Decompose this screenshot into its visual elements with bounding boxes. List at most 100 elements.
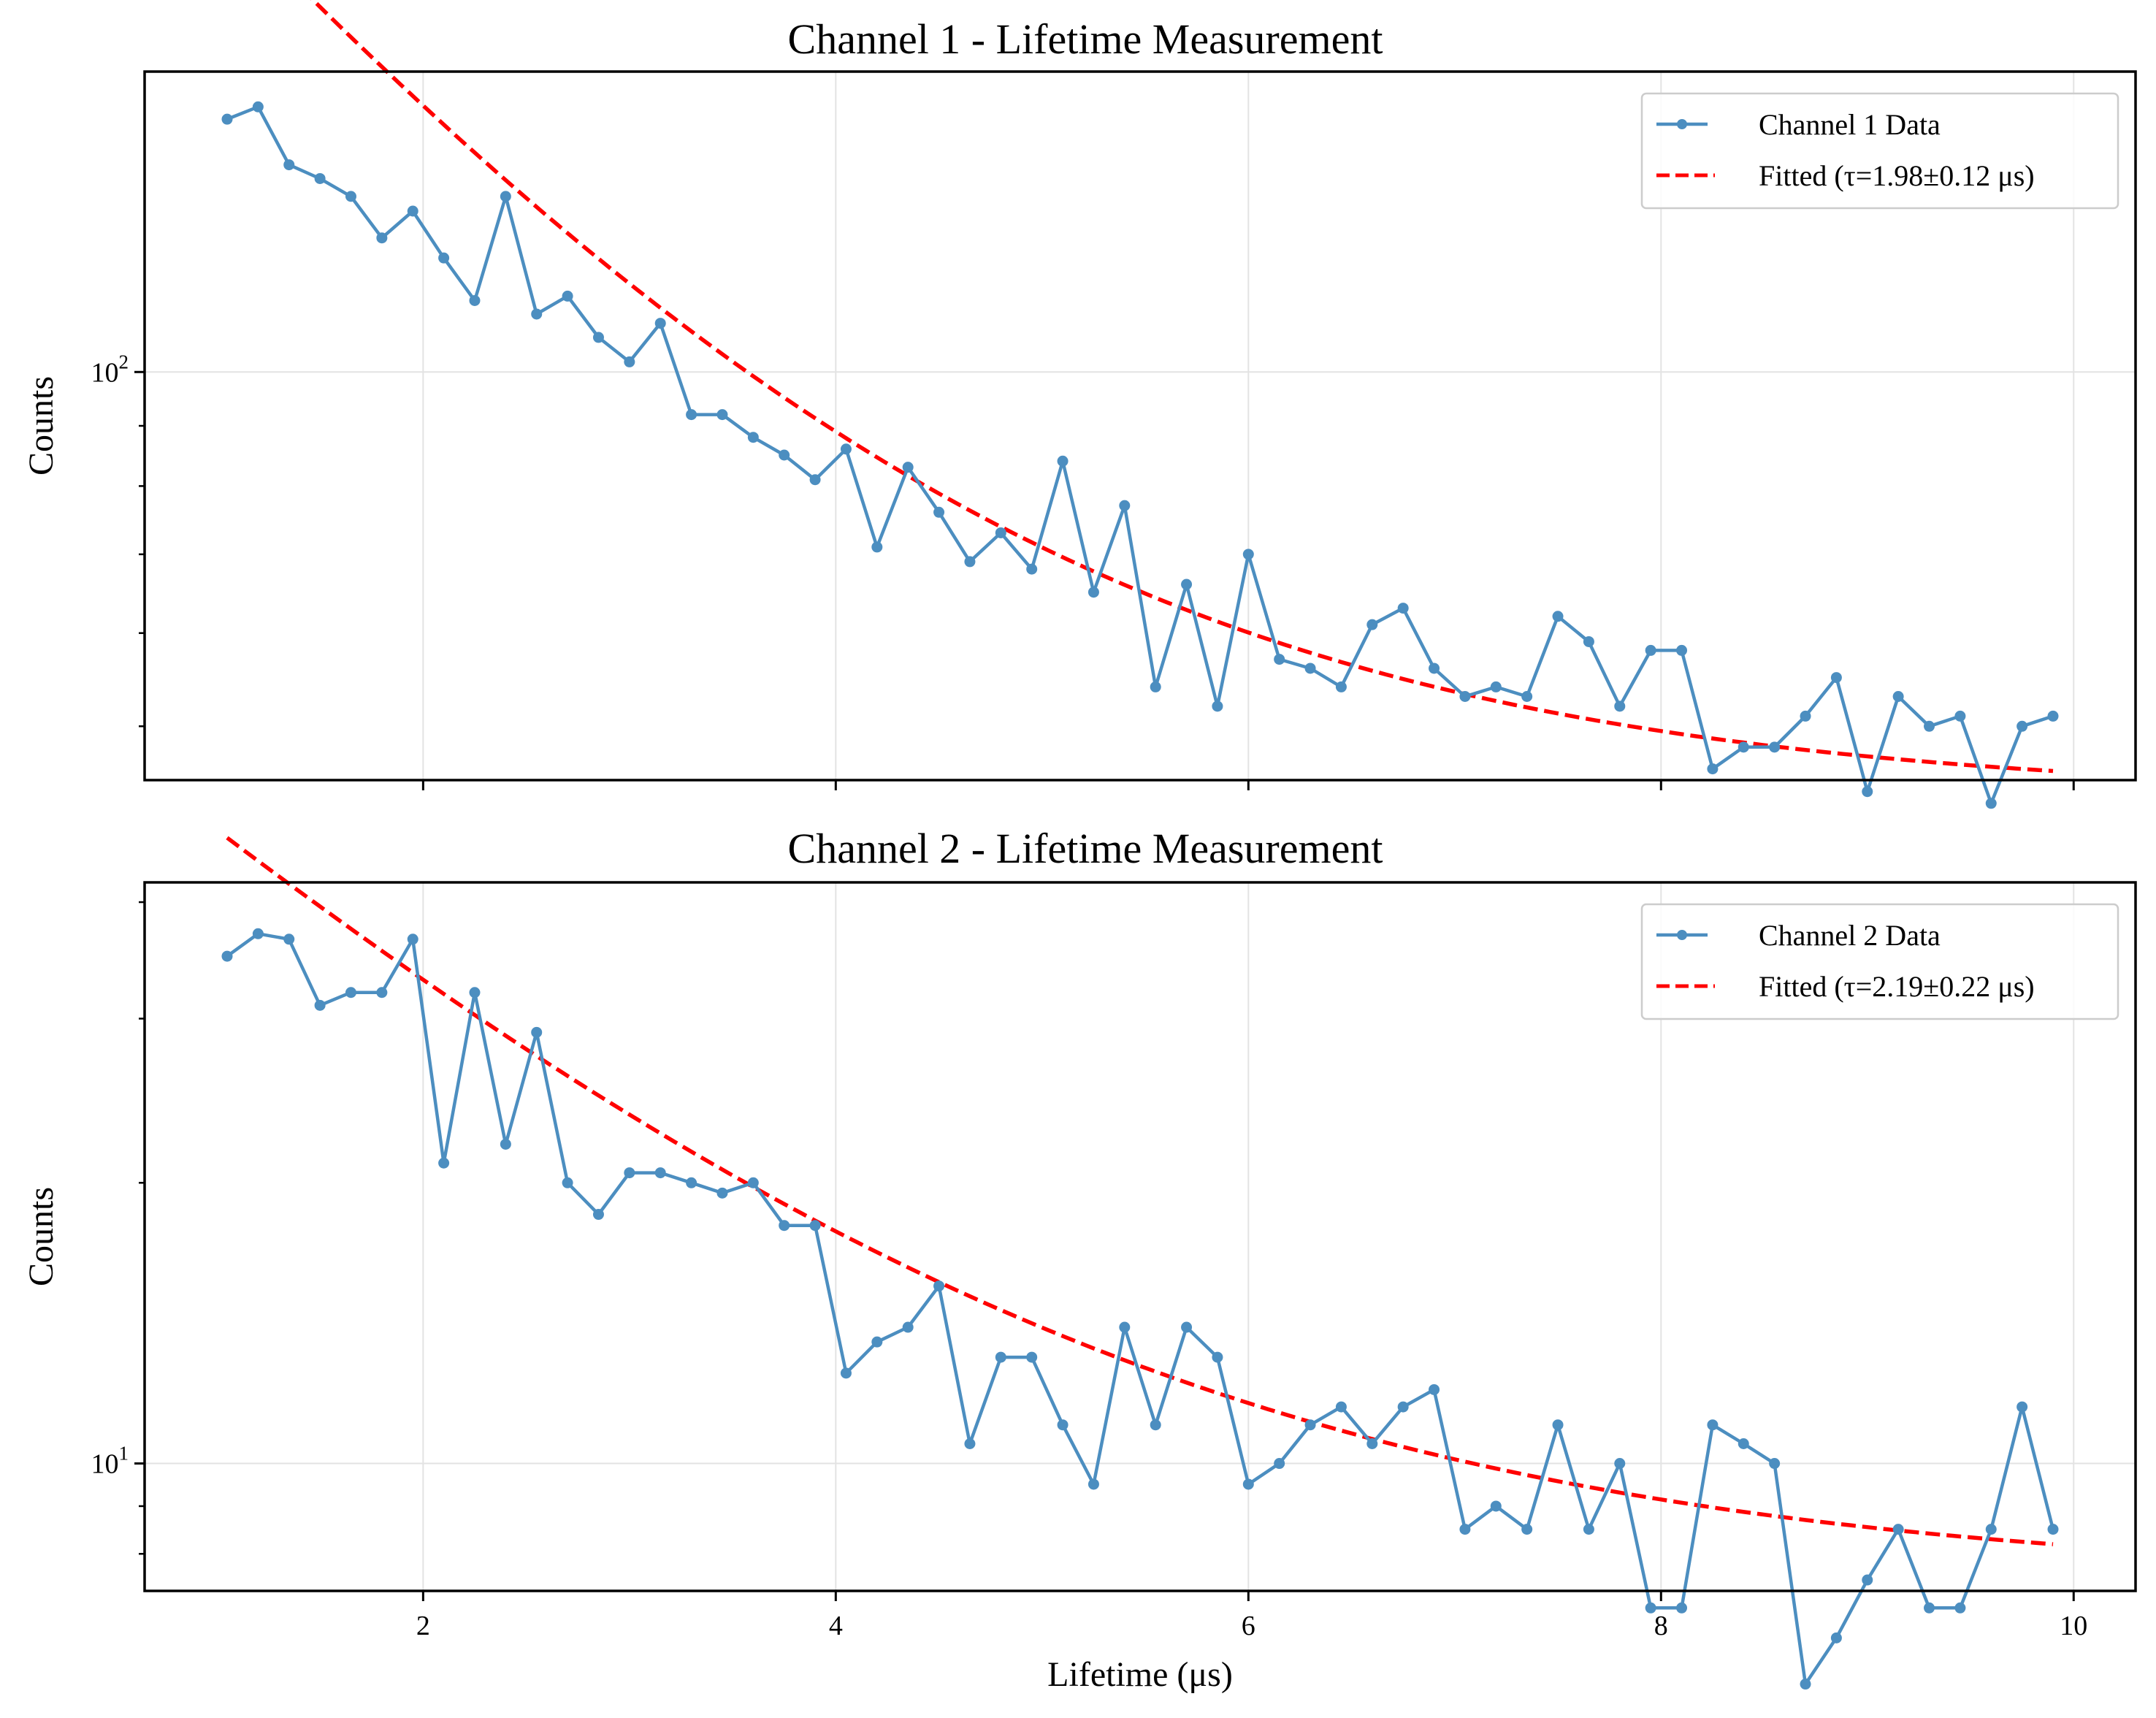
data-point — [624, 356, 635, 367]
data-point — [1738, 741, 1749, 753]
y-axis-label: Counts — [22, 376, 61, 476]
data-point — [438, 1157, 450, 1169]
data-point — [407, 205, 418, 217]
data-point — [2047, 710, 2059, 722]
data-point — [376, 232, 388, 244]
data-point — [933, 1280, 945, 1292]
data-point — [221, 113, 233, 125]
data-point — [1645, 1602, 1656, 1614]
data-point — [1583, 635, 1594, 647]
data-point — [716, 1187, 728, 1199]
data-point — [747, 432, 759, 443]
y-tick-label: 102 — [91, 351, 129, 388]
data-line — [226, 932, 2055, 1686]
data-point — [1057, 455, 1069, 467]
x-axis-label: Lifetime (μs) — [1047, 1655, 1233, 1694]
data-point — [531, 1026, 543, 1038]
grid — [145, 882, 2136, 1591]
data-point — [1738, 1438, 1749, 1449]
data-point — [902, 1321, 914, 1333]
data-point — [1954, 710, 1966, 722]
data-point — [995, 1351, 1006, 1363]
data-point — [1459, 691, 1471, 703]
data-point — [1150, 681, 1161, 692]
plot-frame — [143, 881, 2137, 1592]
data-point — [283, 159, 295, 171]
data-point — [1335, 1401, 1347, 1413]
channel-1-panel: Channel 1 - Lifetime Measurement 102 Cou… — [22, 0, 2137, 809]
data-point — [1707, 763, 1719, 775]
data-point — [1830, 672, 1842, 684]
data-point — [345, 191, 356, 202]
data-point — [562, 290, 573, 302]
data-point — [1242, 1478, 1254, 1490]
data-point — [1676, 644, 1688, 656]
data-point — [779, 449, 790, 461]
data-point — [1366, 619, 1378, 630]
data-series — [221, 928, 2059, 1690]
data-point — [1614, 700, 1626, 712]
data-point — [809, 474, 821, 486]
data-point — [1490, 681, 1502, 692]
data-point — [1614, 1458, 1626, 1470]
chart-title: Channel 1 - Lifetime Measurement — [788, 15, 1383, 63]
data-point — [252, 101, 264, 112]
x-tick-label: 8 — [1654, 1611, 1668, 1641]
data-point — [871, 1336, 883, 1348]
data-point — [500, 191, 511, 202]
data-point — [654, 1167, 666, 1179]
data-point — [500, 1138, 511, 1150]
data-point — [314, 172, 326, 184]
data-point — [1212, 700, 1223, 712]
data-point — [1119, 500, 1131, 511]
data-point — [964, 556, 976, 568]
data-point — [1924, 1602, 1935, 1614]
data-point — [1429, 663, 1440, 674]
data-point — [469, 987, 481, 999]
data-point — [221, 950, 233, 962]
data-point — [1800, 1679, 1811, 1690]
data-point — [1397, 1401, 1409, 1413]
data-point — [2047, 1524, 2059, 1535]
data-point — [809, 1220, 821, 1232]
data-point — [871, 541, 883, 553]
legend-data-marker — [1677, 930, 1687, 940]
data-point — [624, 1167, 635, 1179]
legend-entry-fit: Fitted (τ=2.19±0.22 μs) — [1759, 970, 2035, 1003]
data-point — [779, 1220, 790, 1232]
data-point — [654, 318, 666, 329]
data-point — [469, 294, 481, 306]
data-point — [902, 462, 914, 473]
data-point — [1429, 1383, 1440, 1395]
data-point — [1274, 654, 1285, 665]
data-point — [1459, 1524, 1471, 1535]
data-point — [1985, 798, 1997, 809]
data-point — [747, 1177, 759, 1188]
data-point — [376, 987, 388, 999]
data-point — [1769, 741, 1781, 753]
data-point — [1397, 603, 1409, 614]
data-point — [1892, 1524, 1904, 1535]
data-point — [1862, 1574, 1873, 1586]
x-tick-label: 10 — [2060, 1611, 2087, 1641]
data-point — [964, 1438, 976, 1449]
data-point — [933, 506, 945, 518]
data-point — [1150, 1419, 1161, 1431]
data-point — [1954, 1602, 1966, 1614]
channel-2-panel: Channel 2 - Lifetime Measurement 2 4 6 8 101… — [22, 825, 2137, 1694]
data-point — [1769, 1458, 1781, 1470]
data-point — [1800, 710, 1811, 722]
data-point — [995, 527, 1006, 538]
data-point — [283, 934, 295, 945]
data-point — [1304, 1419, 1316, 1431]
data-point — [2017, 720, 2028, 732]
legend: Channel 1 Data Fitted (τ=1.98±0.12 μs) — [1640, 92, 2119, 210]
data-point — [1583, 1524, 1594, 1535]
data-point — [840, 443, 852, 455]
data-point — [1087, 1478, 1099, 1490]
axis-ticks: 102 — [91, 351, 2075, 790]
data-series — [221, 101, 2059, 809]
data-point — [1892, 691, 1904, 703]
data-point — [1676, 1602, 1688, 1614]
